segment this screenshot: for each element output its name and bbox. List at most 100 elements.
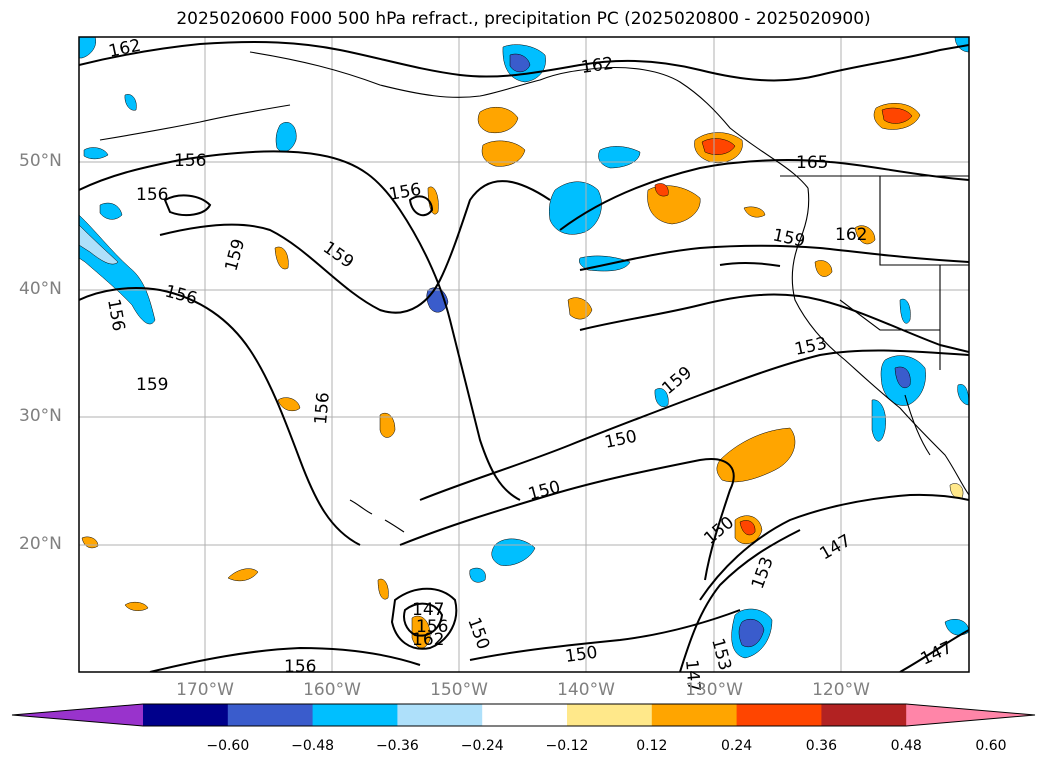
- precip-neg-area: [79, 214, 156, 325]
- precip-pos-area: [701, 138, 736, 155]
- contour-label: 162: [412, 630, 444, 650]
- contour-label: 156: [416, 617, 448, 637]
- contour-147-b: [149, 646, 421, 672]
- contour-159-north: [559, 159, 969, 231]
- precip-neg-area: [954, 37, 969, 53]
- colorbar-tick-label: 0.36: [805, 738, 837, 754]
- graticule: [79, 37, 969, 672]
- contour-156: [79, 150, 521, 501]
- precip-pos-area: [881, 107, 913, 124]
- precip-neg-area: [124, 94, 137, 111]
- contour-159-loop: [159, 180, 551, 314]
- contour-153: [579, 293, 969, 353]
- precip-neg-area: [957, 384, 969, 406]
- colorbar-segment: [397, 704, 483, 726]
- contour-label: 156: [311, 391, 334, 425]
- precip-pos-area: [227, 568, 259, 582]
- aleutians: [99, 104, 291, 141]
- contour-small-loop: [163, 194, 212, 217]
- precip-neg-area: [738, 619, 765, 648]
- contour-162: [79, 41, 969, 82]
- precip-pos-area: [814, 260, 833, 277]
- precip-neg-area: [469, 567, 486, 583]
- alaska-coast: [249, 51, 809, 189]
- precip-pos-area: [716, 427, 796, 483]
- contour-150-b: [399, 458, 735, 581]
- precip-neg-area: [598, 146, 641, 169]
- us-west-coast: [791, 187, 969, 496]
- colorbar-tick-label: 0.48: [890, 738, 922, 754]
- contour-label: 147: [681, 659, 704, 693]
- colorbar-extend-low: [12, 704, 143, 726]
- colorbar-tick-label: −0.36: [375, 738, 419, 754]
- lon-label-120w: 120°W: [812, 680, 870, 700]
- contour-hawaii-loop: [403, 602, 444, 637]
- lat-label-40n: 40°N: [19, 279, 62, 299]
- state-border: [879, 176, 969, 266]
- contour-labels: 162 162 165 156 156 156 159 159 159 162 …: [103, 36, 955, 693]
- precip-neg-area: [491, 538, 536, 566]
- contour-label: 159: [136, 375, 168, 395]
- hawaii: [349, 499, 405, 533]
- colorbar-outline: [11, 703, 1036, 727]
- lon-label-130w: 130°W: [685, 680, 743, 700]
- colorbar-segment: [821, 704, 907, 726]
- colorbar-segment: [482, 704, 568, 726]
- precip-neg-area: [899, 298, 911, 324]
- colorbar-tick-label: −0.12: [545, 738, 589, 754]
- lon-label-160w: 160°W: [303, 680, 361, 700]
- contour-147-c: [899, 629, 969, 672]
- precip-pos-area: [854, 225, 876, 245]
- colorbar-tick-label: −0.60: [206, 738, 250, 754]
- precip-pos-area: [743, 206, 766, 218]
- colorbar-tick-label: 0.24: [721, 738, 753, 754]
- colorbar-tick-label: 0.12: [636, 738, 668, 754]
- lat-label-50n: 50°N: [19, 151, 62, 171]
- precip-neg-area: [871, 399, 886, 442]
- precip-pos-area: [481, 140, 526, 167]
- lon-label-150w: 150°W: [430, 680, 488, 700]
- contour-153-b: [679, 529, 801, 672]
- precip-neg-area: [99, 202, 123, 220]
- refractivity-contours: [79, 41, 969, 672]
- precip-pos-area: [477, 106, 519, 134]
- precip-neg-area: [894, 366, 911, 389]
- lat-label-30n: 30°N: [19, 406, 62, 426]
- lat-label-20n: 20°N: [19, 534, 62, 554]
- colorbar-segment: [143, 704, 229, 726]
- precip-pos-area: [379, 412, 396, 438]
- contour-label: 156: [284, 657, 316, 677]
- contour-label: 156: [136, 185, 168, 205]
- colorbar-segments: [11, 703, 1036, 727]
- precip-pos-area: [274, 246, 289, 270]
- lon-label-170w: 170°W: [176, 680, 234, 700]
- contour-small-loop: [408, 195, 434, 217]
- map-frame: [78, 36, 970, 673]
- precip-pos-area: [124, 601, 149, 611]
- colorbar-extend-high: [906, 704, 1035, 726]
- precip-pos-area: [427, 186, 439, 215]
- contour-label: 162: [835, 225, 867, 245]
- precip-neg-area: [509, 53, 531, 73]
- precip-pos-area: [739, 520, 756, 536]
- precip-neg-area: [654, 388, 669, 407]
- contour-label: 156: [174, 151, 206, 171]
- contour-147: [699, 493, 969, 601]
- lon-label-140w: 140°W: [557, 680, 615, 700]
- contour-hawaii-loop: [390, 587, 458, 650]
- precip-pos-area: [377, 578, 389, 600]
- contour-label: 147: [412, 600, 444, 620]
- colorbar-segment: [312, 704, 398, 726]
- precip-neg-area: [83, 147, 109, 160]
- precip-pos-area: [654, 183, 669, 197]
- colorbar-segment: [736, 704, 822, 726]
- precip-shading: [79, 37, 969, 659]
- colorbar-tick-label: 0.60: [975, 738, 1007, 754]
- contour-label: 162: [580, 54, 615, 78]
- contour-150: [419, 349, 969, 501]
- contour-small-loop: [719, 261, 781, 267]
- contour-label: 150: [564, 643, 599, 667]
- contour-159-mid: [579, 244, 969, 271]
- precip-neg-area: [944, 619, 969, 636]
